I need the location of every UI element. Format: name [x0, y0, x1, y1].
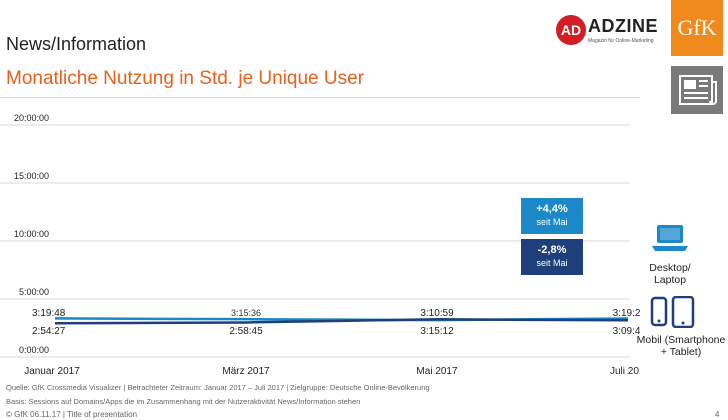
- adzine-badge: AD: [556, 15, 586, 45]
- chart-series: [54, 317, 629, 325]
- laptop-icon: [650, 222, 690, 256]
- x-category-label: Juli 2017: [610, 366, 640, 377]
- source-line: Quelle: GfK Crossmedia Visualizer | Betr…: [6, 383, 430, 392]
- footer-text: © GfK 06.11.17 | Title of presentation: [6, 410, 138, 419]
- mobile-change-callout: -2,8% seit Mai: [521, 239, 583, 275]
- y-tick-label: 20:00:00: [14, 113, 49, 123]
- data-label: 3:09:46: [613, 326, 640, 337]
- y-tick-label: 15:00:00: [14, 171, 49, 181]
- y-tick-label: 0:00:00: [19, 345, 49, 355]
- x-category-label: März 2017: [222, 366, 270, 377]
- callout-down-value: -2,8%: [537, 244, 567, 256]
- callout-up-label: seit Mai: [536, 217, 568, 227]
- adzine-logo: AD ADZINE Magazin für Online-Marketing: [556, 12, 666, 48]
- y-tick-label: 5:00:00: [19, 287, 49, 297]
- data-label: 3:15:36: [231, 308, 261, 318]
- legend-mobile-label: Mobil (Smartphone + Tablet): [636, 334, 726, 358]
- desktop-change-callout: +4,4% seit Mai: [521, 198, 583, 234]
- chart-subtitle: Monatliche Nutzung in Std. je Unique Use…: [6, 68, 365, 89]
- legend-desktop-label: Desktop/ Laptop: [649, 262, 691, 286]
- y-axis-ticks: 0:00:00 5:00:00 10:00:00 15:00:00 20:00:00: [14, 113, 49, 355]
- data-label: 3:15:12: [420, 326, 454, 337]
- callout-down-label: seit Mai: [536, 258, 568, 268]
- page-number: 4: [715, 410, 720, 419]
- adzine-tagline: Magazin für Online-Marketing: [588, 38, 654, 44]
- data-label: 2:58:45: [229, 326, 263, 337]
- data-label: 3:10:59: [420, 308, 454, 319]
- adzine-wordmark: ADZINE: [588, 16, 658, 36]
- line-chart: 0:00:00 5:00:00 10:00:00 15:00:00 20:00:00 J…: [0, 113, 640, 377]
- data-label: 3:19:27: [613, 308, 640, 319]
- chart-gridlines: [0, 124, 630, 358]
- gfk-logo: GfK: [671, 0, 723, 56]
- y-tick-label: 10:00:00: [14, 229, 49, 239]
- x-category-label: Januar 2017: [24, 366, 80, 377]
- page-title: News/Information: [6, 34, 147, 54]
- data-label: 2:54:27: [32, 326, 66, 337]
- callout-up-value: +4,4%: [536, 203, 568, 215]
- basis-line: Basis: Sessions auf Domains/Apps die im …: [6, 397, 361, 406]
- x-category-label: Mai 2017: [416, 366, 458, 377]
- header-divider: [0, 97, 640, 98]
- mobile-series-line: [54, 318, 629, 325]
- newspaper-icon: [671, 66, 723, 114]
- x-axis-categories: Januar 2017 März 2017 Mai 2017 Juli 2017: [24, 366, 640, 377]
- data-label: 3:19:48: [32, 308, 66, 319]
- data-labels: 3:19:48 3:15:36 3:10:59 3:19:27 2:54:27 2:58:…: [32, 308, 640, 337]
- smartphone-tablet-icon: [650, 295, 696, 329]
